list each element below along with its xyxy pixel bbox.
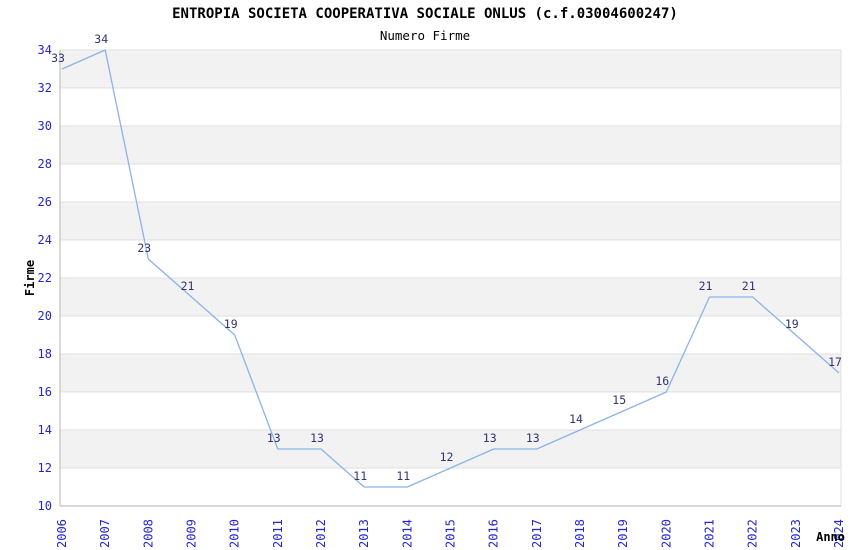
point-label: 33	[51, 51, 65, 65]
point-label: 34	[94, 32, 108, 46]
x-tick-label: 2010	[228, 519, 242, 548]
plot-band	[60, 430, 841, 468]
x-tick-label: 2013	[357, 519, 371, 548]
x-tick-label: 2022	[746, 519, 760, 548]
x-tick-label: 2008	[141, 519, 155, 548]
y-tick-label: 16	[38, 385, 52, 399]
point-label: 21	[181, 279, 195, 293]
point-label: 19	[785, 317, 799, 331]
y-tick-label: 12	[38, 461, 52, 475]
series-line	[61, 49, 840, 488]
chart-subtitle: Numero Firme	[379, 28, 471, 43]
point-label: 11	[396, 469, 410, 483]
x-tick-label: 2019	[616, 519, 630, 548]
x-tick-label: 2014	[400, 519, 414, 548]
point-label: 21	[699, 279, 713, 293]
point-label: 21	[742, 279, 756, 293]
y-axis-title: Firme	[23, 260, 37, 296]
y-tick-label: 28	[38, 157, 52, 171]
x-tick-label: 2012	[314, 519, 328, 548]
point-label: 15	[612, 393, 626, 407]
x-tick-label: 2018	[573, 519, 587, 548]
x-tick-label: 2006	[55, 519, 69, 548]
x-axis-title: Anno	[816, 530, 845, 544]
y-tick-label: 24	[38, 233, 52, 247]
point-label: 11	[353, 469, 367, 483]
plot-band	[60, 354, 841, 392]
point-label: 13	[483, 431, 497, 445]
y-tick-label: 20	[38, 309, 52, 323]
x-tick-label: 2007	[98, 519, 112, 548]
y-tick-label: 22	[38, 271, 52, 285]
point-label: 13	[267, 431, 281, 445]
y-tick-label: 10	[38, 499, 52, 513]
point-label: 23	[137, 241, 151, 255]
y-tick-label: 34	[38, 43, 52, 57]
x-tick-label: 2020	[659, 519, 673, 548]
plot-band	[60, 202, 841, 240]
point-label: 13	[310, 431, 324, 445]
point-label: 17	[828, 355, 842, 369]
y-tick-label: 30	[38, 119, 52, 133]
plot-band	[60, 126, 841, 164]
x-tick-label: 2023	[789, 519, 803, 548]
point-label: 16	[655, 374, 669, 388]
point-label: 14	[569, 412, 583, 426]
point-label: 19	[224, 317, 238, 331]
chart-title: ENTROPIA SOCIETA COOPERATIVA SOCIALE ONL…	[172, 6, 678, 22]
x-tick-label: 2017	[530, 519, 544, 548]
x-tick-label: 2021	[703, 519, 717, 548]
y-tick-label: 32	[38, 81, 52, 95]
x-tick-label: 2011	[271, 519, 285, 548]
y-tick-label: 26	[38, 195, 52, 209]
y-tick-label: 18	[38, 347, 52, 361]
y-tick-label: 14	[38, 423, 52, 437]
point-label: 13	[526, 431, 540, 445]
point-label: 12	[440, 450, 454, 464]
plot-band	[60, 50, 841, 88]
x-tick-label: 2016	[487, 519, 501, 548]
x-tick-label: 2009	[185, 519, 199, 548]
x-tick-label: 2024	[832, 519, 846, 548]
x-tick-label: 2015	[444, 519, 458, 548]
